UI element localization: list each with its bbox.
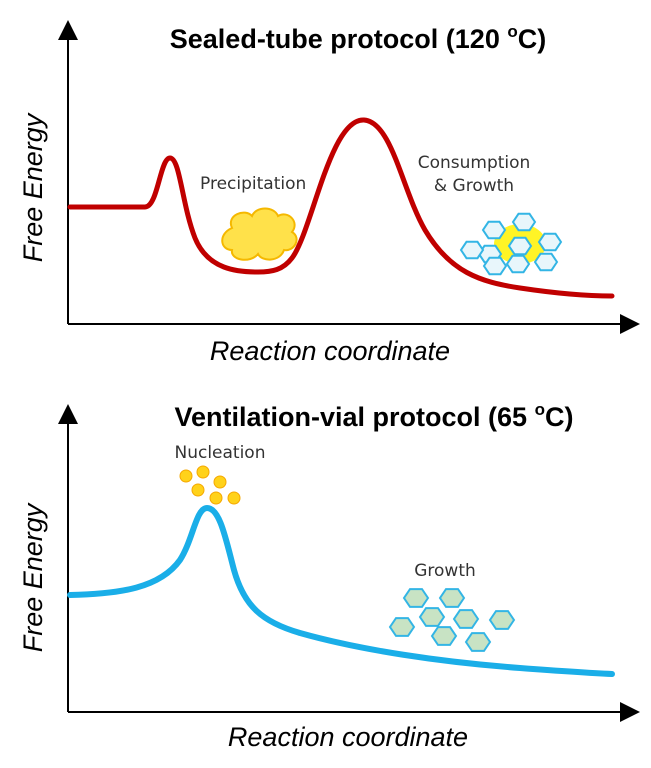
- crystal-hexagon: [505, 254, 531, 274]
- nucleus-dot: [196, 465, 210, 479]
- label-nucleation: Nucleation: [174, 443, 265, 463]
- panel-title-ventilation-vial: Ventilation-vial protocol (65 oC): [175, 400, 574, 432]
- nuclei-dots-icon: [179, 465, 241, 505]
- x-axis-label-bottom: Reaction coordinate: [228, 722, 468, 752]
- crystal-hexagon: [537, 232, 563, 252]
- nucleus-dot: [209, 491, 223, 505]
- x-axis-label-top: Reaction coordinate: [210, 336, 450, 366]
- crystal-cluster-bottom-icon: [388, 588, 516, 652]
- label-and-growth: & Growth: [434, 176, 514, 196]
- nucleus-dot: [213, 475, 227, 489]
- crystal-hexagon: [481, 220, 507, 240]
- crystal-hexagon: [464, 632, 492, 652]
- crystal-hexagon: [507, 236, 533, 256]
- y-axis-label-top: Free Energy: [18, 112, 48, 262]
- crystal-cluster-top-icon: [459, 212, 563, 276]
- precipitate-cloud-icon: [221, 207, 298, 261]
- nucleus-dot: [191, 483, 205, 497]
- nucleus-dot: [227, 491, 241, 505]
- panel-sealed-tube: Sealed-tube protocol (120 oC) Free Energ…: [18, 20, 640, 366]
- energy-curve-top: [67, 117, 615, 299]
- nucleus-dot: [179, 469, 193, 483]
- label-growth: Growth: [414, 561, 476, 581]
- crystal-hexagon: [482, 256, 508, 276]
- crystal-hexagon: [533, 252, 559, 272]
- crystal-hexagon: [388, 617, 416, 637]
- crystal-hexagon: [402, 588, 430, 608]
- energy-curve-bottom: [67, 504, 615, 677]
- crystal-hexagon: [459, 240, 485, 260]
- label-consumption: Consumption: [418, 153, 531, 173]
- label-precipitation: Precipitation: [200, 174, 306, 194]
- crystal-hexagon: [488, 610, 516, 630]
- y-axis-label-bottom: Free Energy: [18, 502, 48, 652]
- crystal-hexagon: [452, 609, 480, 629]
- crystal-hexagon: [511, 212, 537, 232]
- panel-title-sealed-tube: Sealed-tube protocol (120 oC): [170, 22, 546, 54]
- crystal-hexagon: [418, 607, 446, 627]
- panel-ventilation-vial: Ventilation-vial protocol (65 oC) Free E…: [18, 400, 640, 752]
- crystal-hexagon: [430, 626, 458, 646]
- crystal-hexagon: [438, 588, 466, 608]
